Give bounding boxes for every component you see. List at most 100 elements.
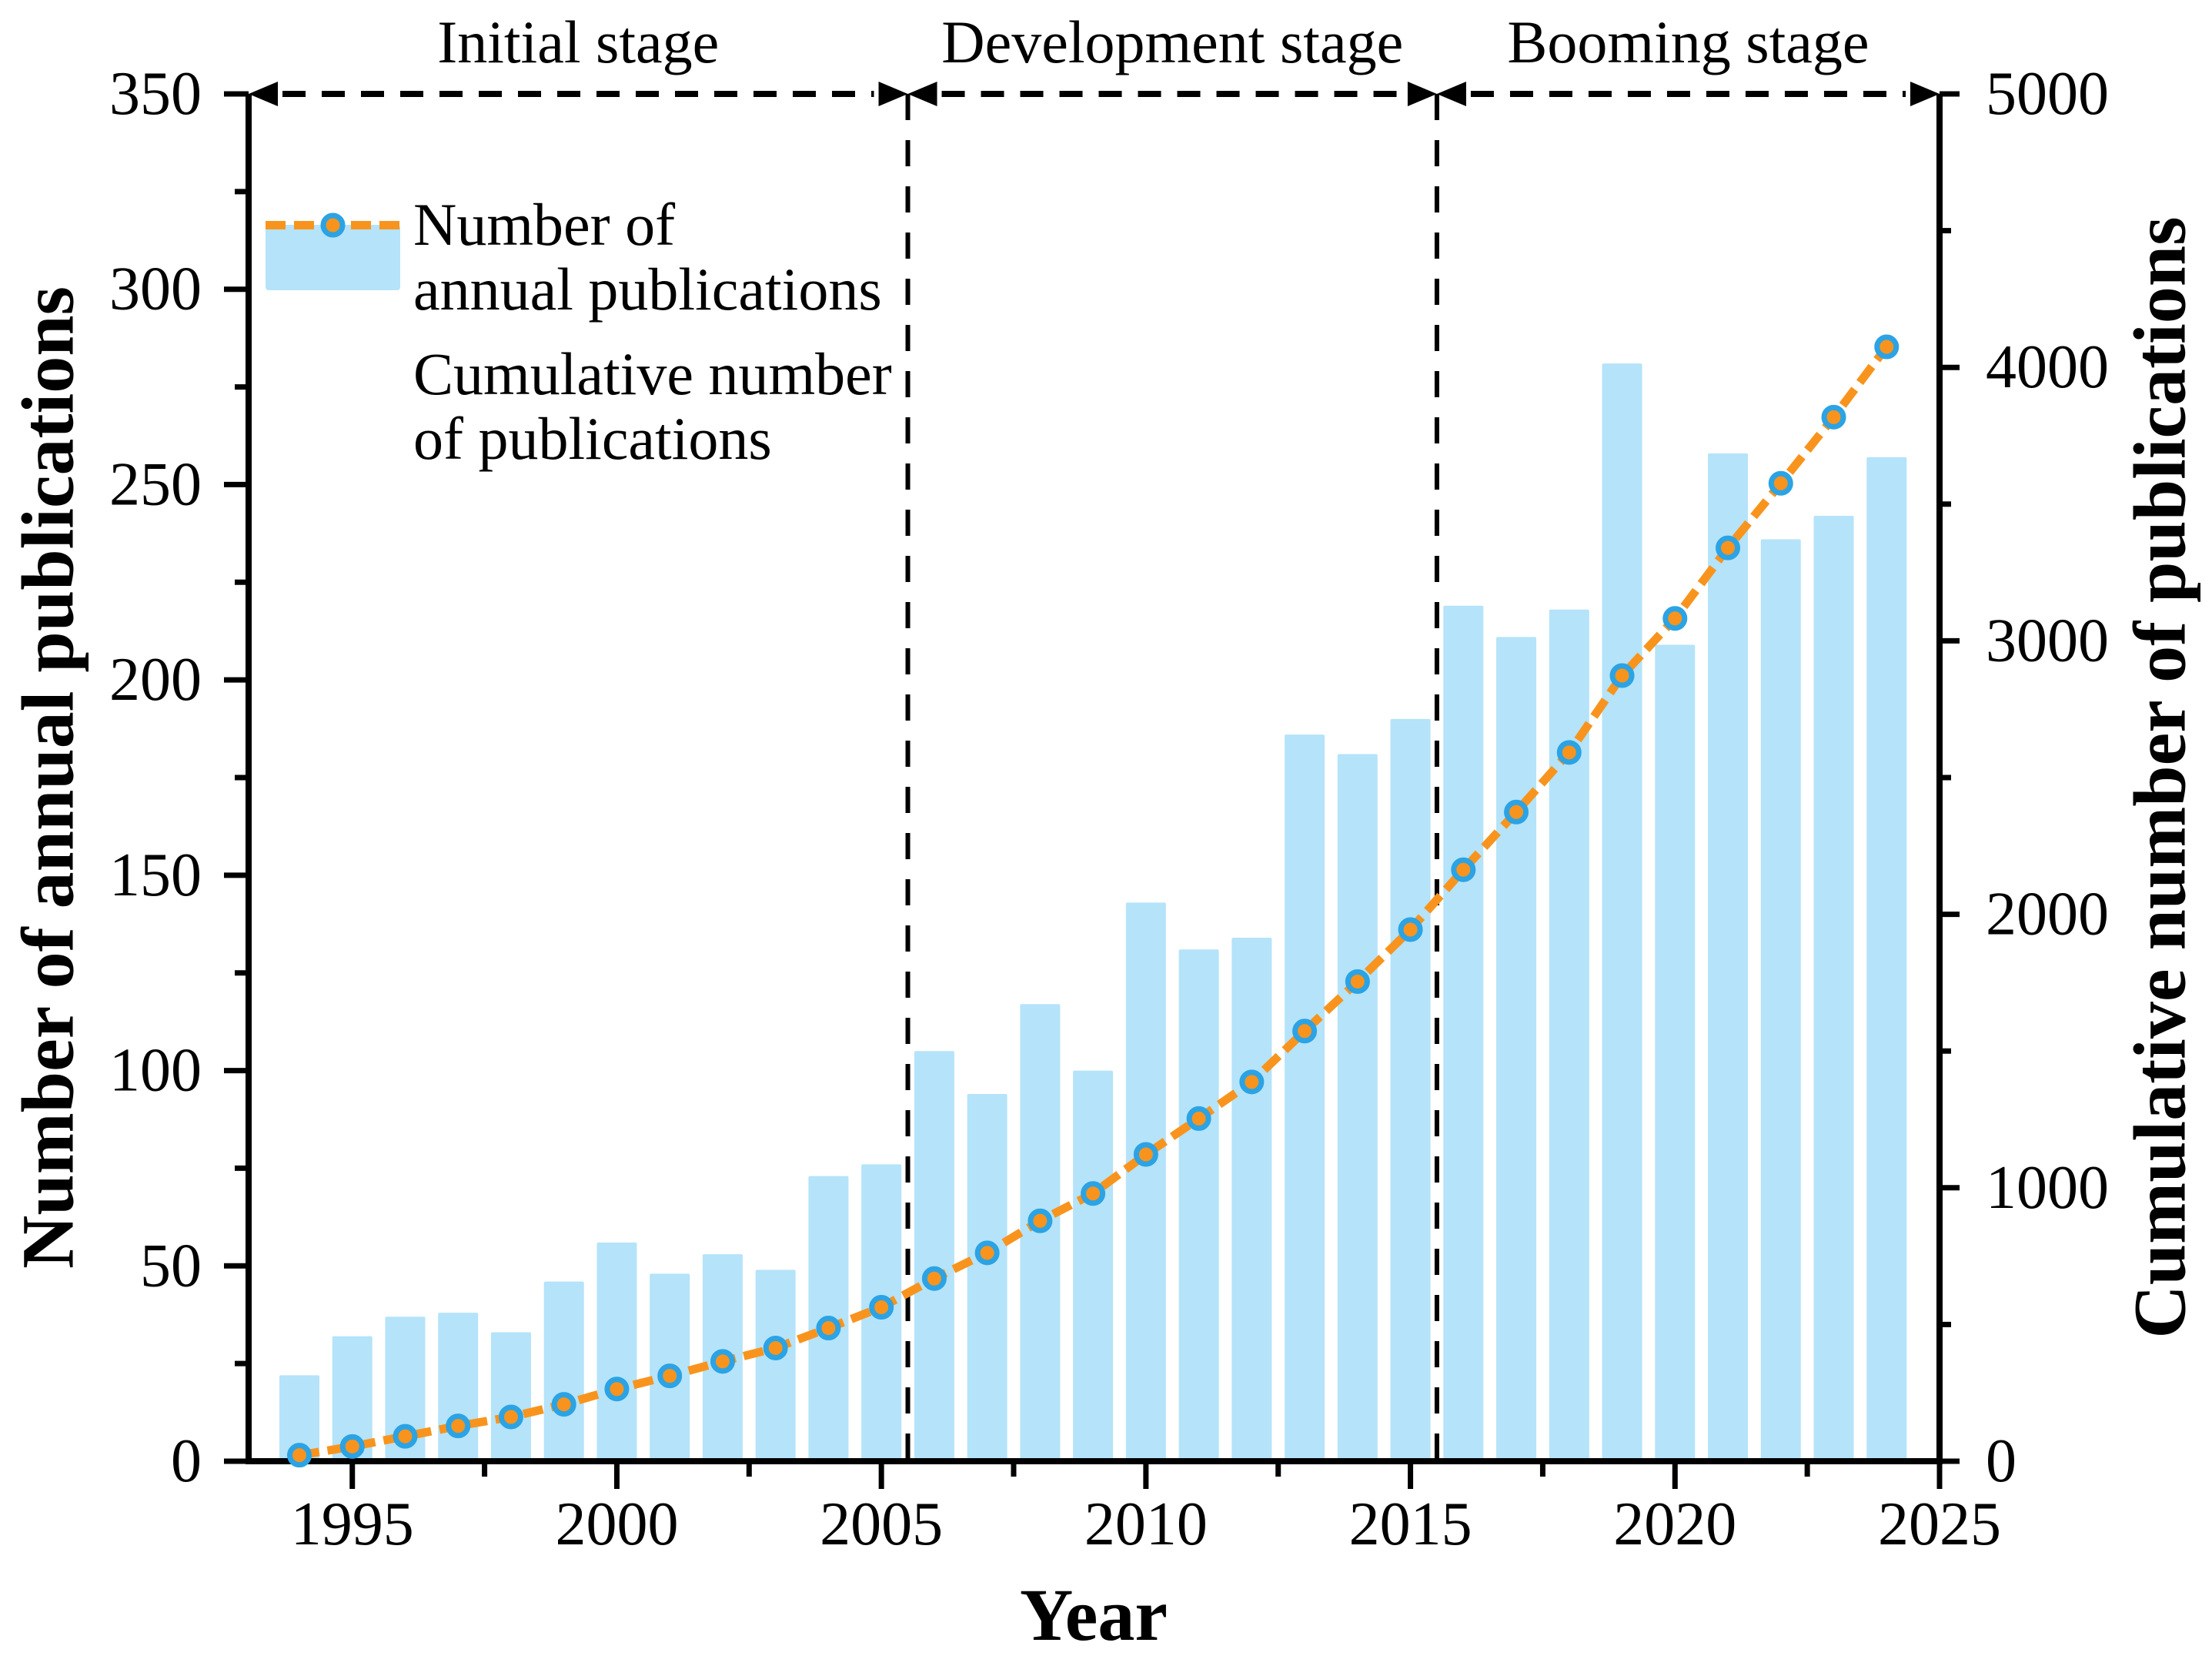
legend-line-marker <box>266 212 400 238</box>
stage-label-booming: Booming stage <box>1507 8 1870 75</box>
legend-annual-line1: Number of <box>413 191 676 258</box>
x-axis-title: Year <box>1020 1574 1168 1656</box>
cumulative-point-2018 <box>1556 740 1582 765</box>
right-tick-label-2000: 2000 <box>1986 881 2109 948</box>
bar-2022 <box>1760 539 1801 1462</box>
cumulative-point-2002 <box>710 1349 735 1374</box>
cumulative-point-1994 <box>286 1443 312 1468</box>
bar-1995 <box>332 1336 373 1461</box>
x-tick-label-2015: 2015 <box>1349 1490 1472 1558</box>
bar-1996 <box>385 1316 426 1461</box>
cumulative-point-2021 <box>1716 535 1741 560</box>
left-tick-label-350: 350 <box>109 60 202 128</box>
x-tick-label-2025: 2025 <box>1878 1490 2001 1558</box>
stage-label-initial: Initial stage <box>437 8 720 75</box>
legend-cumulative-label: Cumulative number of publications <box>413 342 892 471</box>
cumulative-point-2012 <box>1239 1069 1265 1095</box>
cumulative-point-2003 <box>763 1335 788 1360</box>
left-tick-label-100: 100 <box>109 1037 202 1105</box>
legend-annual-label: Number of annual publications <box>413 192 882 322</box>
bar-2015 <box>1390 718 1431 1461</box>
cumulative-point-2020 <box>1662 606 1688 631</box>
right-axis-title: Cumulative number of publications <box>2118 216 2201 1339</box>
bar-2007 <box>967 1094 1007 1461</box>
legend: Number of annual publications Cumulative… <box>266 192 892 471</box>
cumulative-point-2006 <box>921 1266 947 1291</box>
legend-entry-annual: Number of annual publications <box>266 192 892 322</box>
stage-arrowhead-left-2 <box>1436 82 1466 106</box>
left-tick-label-50: 50 <box>140 1232 202 1300</box>
bar-1994 <box>279 1375 319 1461</box>
cumulative-point-2023 <box>1821 404 1846 430</box>
bar-2010 <box>1125 902 1166 1461</box>
stage-arrowhead-right-2 <box>1910 82 1940 106</box>
bar-2013 <box>1285 734 1325 1461</box>
left-tick-label-200: 200 <box>109 646 202 714</box>
stage-arrowhead-right-1 <box>1407 82 1437 106</box>
left-axis-title: Number of annual publications <box>6 286 89 1269</box>
x-tick-label-2010: 2010 <box>1084 1490 1208 1558</box>
cumulative-point-2004 <box>816 1316 841 1341</box>
x-tick-label-2020: 2020 <box>1613 1490 1736 1558</box>
bar-2017 <box>1496 637 1537 1462</box>
cumulative-point-1998 <box>498 1404 523 1430</box>
bar-1997 <box>438 1313 479 1461</box>
bar-2006 <box>914 1051 954 1461</box>
cumulative-point-2010 <box>1133 1142 1158 1167</box>
stage-arrowhead-left-0 <box>249 82 278 106</box>
bar-2011 <box>1178 949 1219 1461</box>
right-tick-label-5000: 5000 <box>1986 60 2109 128</box>
cumulative-point-2005 <box>869 1295 894 1320</box>
cumulative-point-2013 <box>1292 1019 1318 1044</box>
stage-arrowhead-right-0 <box>878 82 908 106</box>
bar-2012 <box>1231 938 1272 1461</box>
left-tick-label-150: 150 <box>109 841 202 909</box>
cumulative-point-1999 <box>551 1392 576 1417</box>
cumulative-point-2011 <box>1186 1106 1211 1131</box>
cumulative-point-2016 <box>1451 857 1476 882</box>
bar-2024 <box>1866 457 1907 1461</box>
cumulative-point-2022 <box>1768 470 1793 496</box>
bar-2021 <box>1708 453 1749 1462</box>
bar-2000 <box>596 1242 637 1461</box>
cumulative-point-2001 <box>657 1363 683 1389</box>
x-tick-label-1995: 1995 <box>291 1490 414 1558</box>
right-tick-label-1000: 1000 <box>1986 1154 2109 1222</box>
cumulative-point-2015 <box>1398 917 1423 942</box>
bar-1998 <box>490 1332 531 1461</box>
bar-2023 <box>1813 516 1854 1461</box>
left-tick-label-0: 0 <box>171 1427 202 1495</box>
left-tick-label-250: 250 <box>109 450 202 518</box>
bar-2014 <box>1337 754 1378 1461</box>
cumulative-point-2024 <box>1874 334 1900 360</box>
right-tick-label-3000: 3000 <box>1986 607 2109 674</box>
bar-1999 <box>543 1281 584 1461</box>
bar-2009 <box>1073 1070 1114 1461</box>
cumulative-point-1997 <box>446 1413 471 1439</box>
x-tick-label-2000: 2000 <box>555 1490 678 1558</box>
cumulative-point-2014 <box>1345 969 1370 994</box>
cumulative-point-1996 <box>393 1423 418 1449</box>
bar-2003 <box>755 1270 796 1461</box>
bar-2019 <box>1602 363 1642 1461</box>
bar-2016 <box>1443 605 1484 1461</box>
legend-entry-cumulative: Cumulative number of publications <box>266 212 892 471</box>
legend-cumulative-line1: Cumulative number <box>413 340 892 407</box>
cumulative-point-2007 <box>974 1240 1000 1266</box>
cumulative-point-2017 <box>1504 799 1529 825</box>
cumulative-point-1995 <box>339 1434 365 1459</box>
bar-2020 <box>1655 644 1696 1461</box>
cumulative-point-2008 <box>1027 1208 1053 1233</box>
legend-cumulative-line2: of publications <box>413 405 772 472</box>
bar-2018 <box>1549 609 1589 1462</box>
x-tick-label-2005: 2005 <box>820 1490 943 1558</box>
right-tick-label-0: 0 <box>1986 1427 2017 1495</box>
right-tick-label-4000: 4000 <box>1986 333 2109 401</box>
stage-label-development: Development stage <box>941 8 1404 75</box>
cumulative-point-2009 <box>1081 1181 1106 1206</box>
left-tick-label-300: 300 <box>109 256 202 323</box>
cumulative-point-2019 <box>1609 663 1635 688</box>
legend-annual-line2: annual publications <box>413 256 882 323</box>
